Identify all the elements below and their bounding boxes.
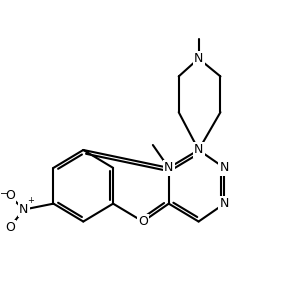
Text: N: N xyxy=(194,143,203,157)
Text: N: N xyxy=(220,197,229,210)
Text: +: + xyxy=(28,196,35,205)
Text: N: N xyxy=(220,161,229,174)
Text: −: − xyxy=(0,189,8,199)
Text: N: N xyxy=(19,203,28,216)
Text: O: O xyxy=(5,221,15,234)
Text: O: O xyxy=(138,215,148,228)
Text: N: N xyxy=(194,52,203,65)
Text: O: O xyxy=(5,189,15,202)
Text: N: N xyxy=(164,161,173,174)
